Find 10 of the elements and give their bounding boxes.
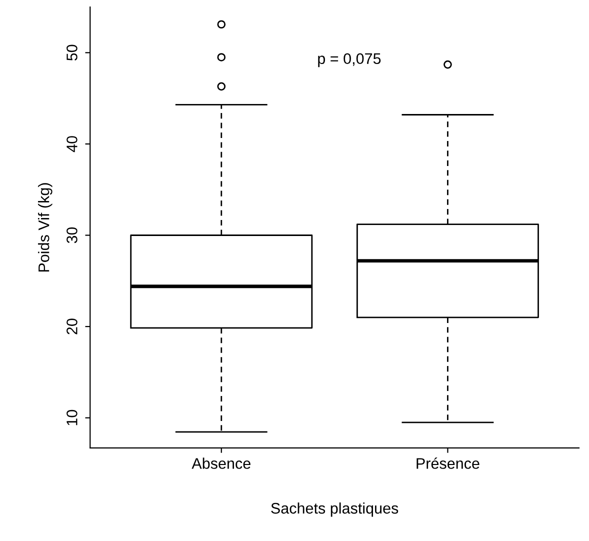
x-tick-label: Absence bbox=[192, 458, 250, 469]
x-tick-label: Présence bbox=[416, 457, 480, 469]
annotation: p = 0,075 bbox=[318, 53, 381, 68]
y-tick-label: 40 bbox=[66, 136, 78, 152]
x-axis-title: Sachets plastiques bbox=[271, 502, 398, 517]
y-tick-label: 50 bbox=[66, 44, 78, 61]
y-tick-label: 10 bbox=[66, 410, 78, 426]
y-tick-label: 20 bbox=[66, 318, 78, 334]
y-axis-title: Poids Vif (kg) bbox=[38, 183, 52, 272]
y-tick-label: 30 bbox=[66, 227, 78, 244]
